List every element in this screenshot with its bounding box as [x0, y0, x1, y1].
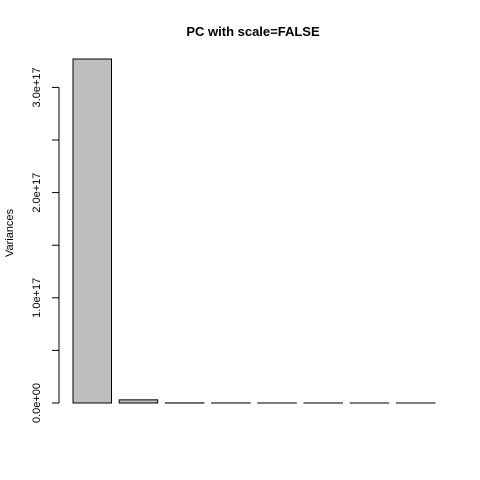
- bar-pc1: [72, 58, 112, 404]
- bar-pc2: [118, 399, 159, 404]
- bars-group: [72, 58, 436, 404]
- y-axis-label: Variances: [4, 208, 16, 257]
- y-tick-label: 0.0e+00: [31, 383, 43, 423]
- y-tick-label: 1.0e+17: [31, 278, 43, 318]
- y-tick-label: 2.0e+17: [31, 173, 43, 213]
- chart-title: PC with scale=FALSE: [186, 24, 320, 39]
- y-axis: 0.0e+00 1.0e+17 2.0e+17 3.0e+17: [31, 67, 60, 423]
- y-tick-label: 3.0e+17: [31, 67, 43, 107]
